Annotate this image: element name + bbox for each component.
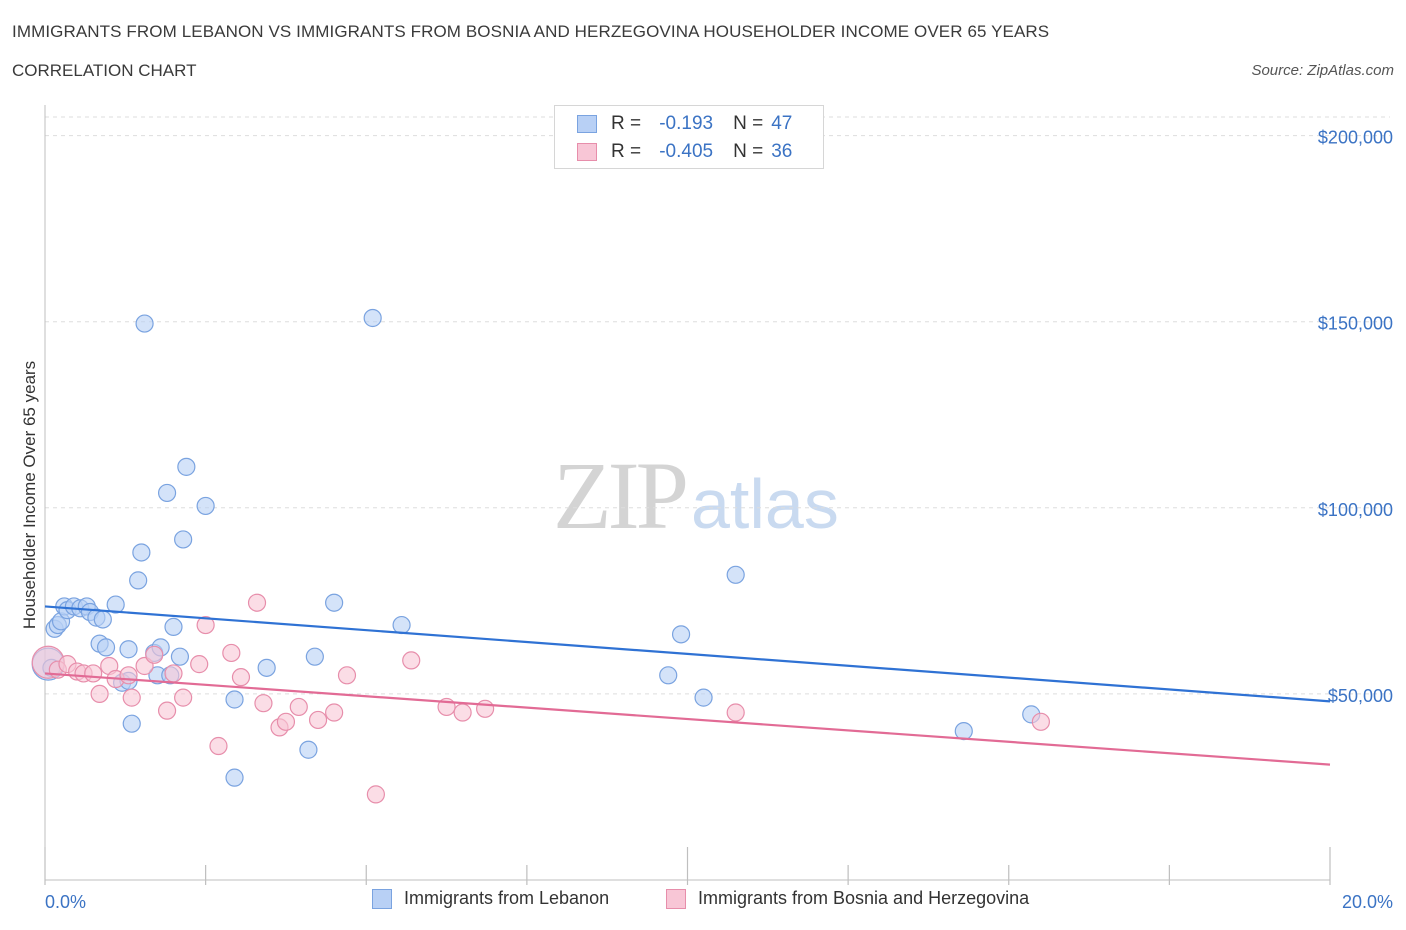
point-bosnia — [1031, 712, 1050, 731]
point-lebanon — [196, 496, 215, 516]
point-lebanon — [305, 647, 324, 666]
chart-subtitle: CORRELATION CHART — [12, 61, 197, 80]
point-bosnia — [289, 697, 308, 717]
point-lebanon — [164, 617, 183, 637]
point-lebanon — [157, 483, 177, 503]
point-lebanon — [225, 690, 244, 709]
point-lebanon — [129, 571, 148, 590]
axis-labels: $50,000 $100,000 $150,000 $200,000 0.0% 20.0%… — [20, 128, 1393, 912]
point-bosnia — [325, 703, 344, 722]
y-tick-label: $150,000 — [1318, 314, 1393, 334]
point-lebanon — [325, 593, 344, 612]
legend-row-bosnia: R = -0.405 N = 36 — [577, 139, 792, 165]
legend-r-label: R = — [611, 113, 642, 134]
point-bosnia — [196, 615, 215, 635]
point-bosnia — [209, 736, 228, 756]
bottom-legend-swatch-lebanon — [372, 888, 392, 909]
bottom-legend-label-bosnia: Immigrants from Bosnia and Herzegovina — [698, 888, 1030, 908]
point-lebanon — [96, 638, 116, 657]
point-lebanon — [299, 740, 318, 759]
point-bosnia — [276, 712, 296, 731]
point-lebanon — [122, 714, 141, 733]
bottom-legend-bosnia: Immigrants from Bosnia and Herzegovina — [666, 888, 1029, 909]
trend-line-bosnia — [44, 672, 1331, 766]
point-lebanon — [135, 314, 154, 333]
point-lebanon — [93, 610, 112, 629]
legend-r-value: -0.405 — [659, 141, 714, 162]
axes — [44, 105, 1331, 885]
point-bosnia — [337, 666, 357, 685]
point-bosnia — [231, 668, 251, 687]
data-points — [31, 308, 1050, 804]
x-tick-label: 0.0% — [45, 892, 86, 912]
point-bosnia — [119, 666, 138, 685]
y-axis-label: Householder Income Over 65 years — [20, 361, 39, 629]
y-tick-label: $50,000 — [1328, 686, 1393, 706]
point-bosnia — [308, 710, 328, 730]
point-lebanon — [225, 768, 244, 787]
y-tick-label: $100,000 — [1318, 500, 1393, 520]
point-bosnia — [726, 703, 745, 722]
trend-lines — [44, 605, 1331, 766]
point-lebanon — [174, 530, 193, 549]
point-lebanon — [170, 647, 190, 666]
point-lebanon — [257, 658, 276, 677]
grid-lines — [45, 116, 1390, 695]
point-bosnia — [402, 651, 421, 670]
legend-swatch-bosnia — [577, 143, 597, 161]
chart-title: IMMIGRANTS FROM LEBANON VS IMMIGRANTS FR… — [12, 22, 1050, 41]
point-bosnia — [164, 664, 183, 683]
source-label: Source: ZipAtlas.com — [1251, 62, 1394, 79]
point-bosnia — [254, 694, 273, 713]
point-bosnia — [190, 655, 209, 674]
point-bosnia — [90, 684, 109, 704]
point-bosnia — [247, 593, 267, 612]
trend-line-lebanon — [44, 605, 1331, 703]
point-bosnia — [476, 699, 495, 718]
point-bosnia — [366, 785, 385, 804]
point-lebanon — [392, 615, 411, 635]
point-bosnia — [222, 643, 241, 663]
legend-n-value: 36 — [771, 141, 793, 162]
legend-r-label: R = — [611, 141, 642, 162]
point-bosnia — [453, 703, 472, 722]
legend-r-value: -0.193 — [659, 113, 714, 134]
point-bosnia — [157, 701, 177, 720]
point-lebanon — [659, 666, 678, 685]
point-bosnia — [122, 688, 141, 707]
point-lebanon — [671, 625, 691, 644]
legend-swatch-lebanon — [577, 115, 597, 133]
legend-n-label: N = — [733, 141, 764, 162]
bottom-legend-lebanon: Immigrants from Lebanon — [372, 888, 609, 909]
point-lebanon — [694, 688, 713, 707]
point-lebanon — [726, 565, 745, 584]
point-lebanon — [954, 722, 973, 741]
point-bosnia — [174, 688, 193, 707]
point-lebanon — [363, 308, 382, 328]
legend-row-lebanon: R = -0.193 N = 47 — [577, 111, 792, 137]
point-lebanon — [106, 595, 125, 614]
bottom-legend-label-lebanon: Immigrants from Lebanon — [404, 888, 610, 908]
y-tick-label: $200,000 — [1318, 128, 1393, 148]
point-bosnia — [84, 664, 103, 683]
x-tick-label: 20.0% — [1342, 892, 1393, 912]
point-lebanon — [132, 543, 151, 562]
point-lebanon — [177, 457, 196, 476]
bottom-legend-swatch-bosnia — [666, 888, 686, 909]
legend-n-label: N = — [733, 113, 764, 134]
correlation-legend: R = -0.193 N = 47 R = -0.405 N = 36 — [554, 105, 824, 169]
point-lebanon — [119, 640, 138, 659]
legend-n-value: 47 — [771, 113, 793, 134]
point-bosnia — [145, 645, 164, 664]
